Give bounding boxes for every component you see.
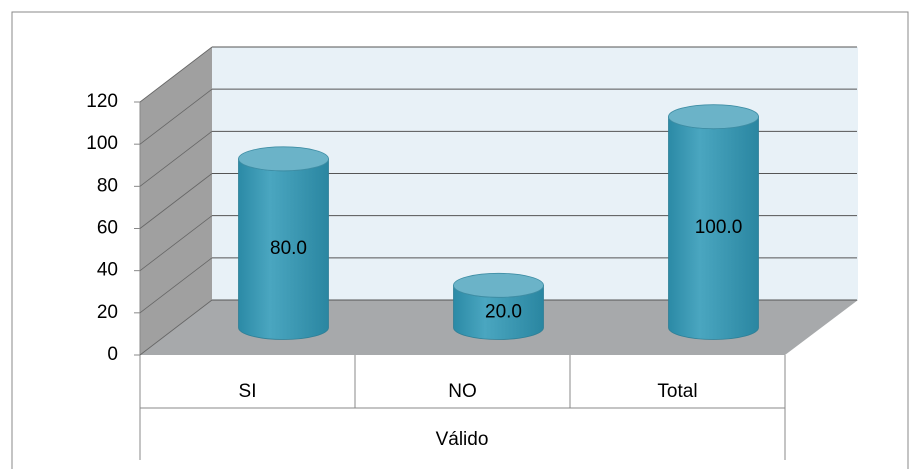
y-tick-label: 40 (97, 260, 118, 281)
data-label: 20.0 (485, 301, 522, 322)
x-tick-label: SI (239, 381, 257, 402)
grid-line (139, 46, 213, 103)
grid-line (139, 299, 213, 356)
grid-line (139, 173, 213, 229)
x-tick-label: NO (448, 381, 477, 402)
y-tick-label: 60 (97, 218, 118, 239)
grid-line (139, 88, 213, 145)
y-tick-label: 120 (86, 91, 118, 112)
y-tick-label: 80 (97, 175, 118, 196)
y-tick-label: 100 (86, 133, 118, 154)
data-label: 100.0 (695, 217, 743, 238)
y-tick-label: 0 (107, 344, 118, 365)
cylinder-top (453, 272, 544, 298)
data-label: 80.0 (270, 238, 307, 259)
grid-line (139, 131, 213, 187)
y-tick-label: 20 (97, 302, 118, 323)
cylinder-top (668, 104, 759, 130)
category-axis: Válido (139, 102, 786, 460)
grid-line (139, 257, 213, 314)
grid-line (139, 215, 213, 271)
cylinder-top (238, 146, 329, 172)
group-label: Válido (436, 429, 489, 450)
x-tick-label: Total (657, 381, 697, 402)
